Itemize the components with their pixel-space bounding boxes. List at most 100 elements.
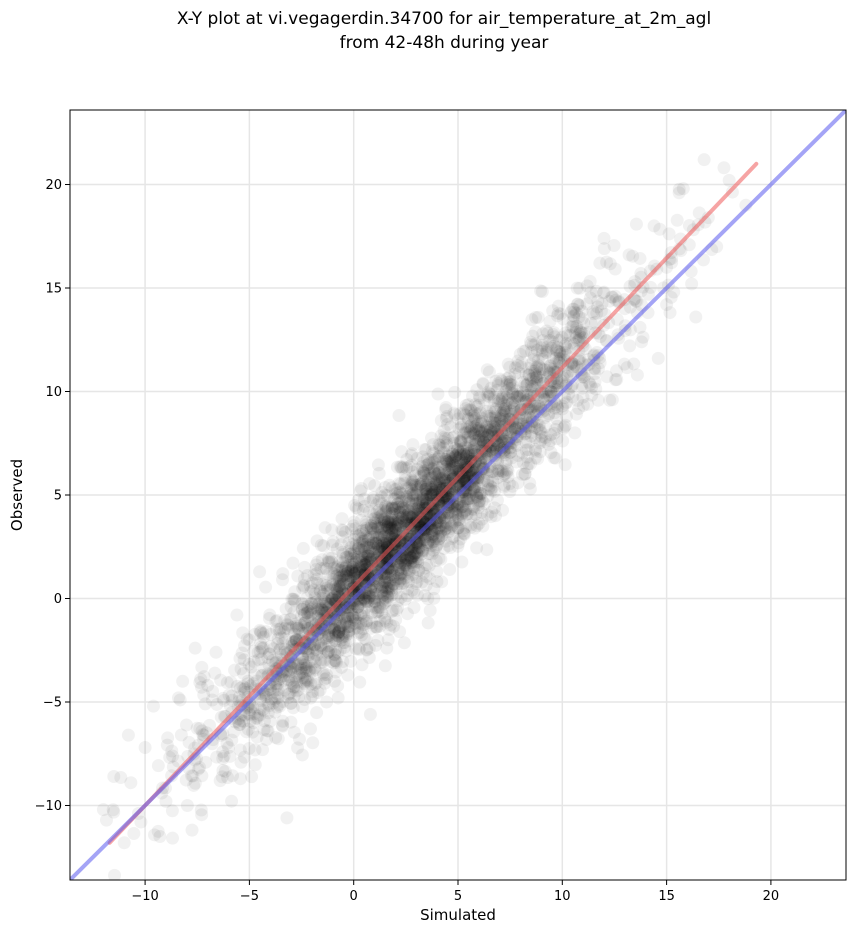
scatter-point — [362, 549, 376, 563]
scatter-point — [392, 476, 406, 490]
scatter-point — [473, 486, 487, 500]
scatter-point — [247, 655, 261, 669]
scatter-point — [124, 776, 138, 790]
scatter-point — [630, 368, 644, 382]
scatter-point — [231, 715, 245, 729]
scatter-point — [500, 387, 514, 401]
scatter-point — [528, 442, 542, 456]
scatter-point — [289, 680, 303, 694]
scatter-point — [330, 582, 344, 596]
scatter-point — [512, 389, 526, 403]
scatter-point — [356, 504, 370, 518]
scatter-point — [503, 378, 517, 392]
scatter-point — [555, 374, 569, 388]
scatter-point — [271, 677, 285, 691]
scatter-point — [532, 422, 546, 436]
scatter-point — [595, 297, 609, 311]
scatter-point — [318, 521, 332, 535]
scatter-point — [603, 257, 617, 271]
scatter-point — [415, 460, 429, 474]
scatter-point — [285, 674, 299, 688]
scatter-point — [555, 330, 569, 344]
scatter-point — [476, 434, 490, 448]
scatter-point — [436, 520, 450, 534]
scatter-point — [416, 487, 430, 501]
scatter-point — [380, 531, 394, 545]
scatter-point — [326, 567, 340, 581]
scatter-point — [527, 353, 541, 367]
scatter-point — [301, 610, 315, 624]
scatter-point — [318, 599, 332, 613]
scatter-point — [331, 626, 345, 640]
scatter-point — [335, 545, 349, 559]
scatter-point — [554, 307, 568, 321]
scatter-point — [335, 512, 349, 526]
scatter-point — [347, 519, 361, 533]
scatter-point — [488, 501, 502, 515]
scatter-point — [372, 600, 386, 614]
scatter-point — [316, 666, 330, 680]
scatter-point — [338, 617, 352, 631]
scatter-point — [629, 294, 643, 308]
scatter-point — [445, 463, 459, 477]
scatter-point — [378, 574, 392, 588]
scatter-point — [376, 530, 390, 544]
scatter-point — [572, 333, 586, 347]
scatter-point — [419, 474, 433, 488]
scatter-point — [526, 380, 540, 394]
scatter-point — [331, 645, 345, 659]
scatter-point — [572, 310, 586, 324]
scatter-point — [487, 401, 501, 415]
scatter-point — [515, 467, 529, 481]
scatter-point — [495, 374, 509, 388]
scatter-point — [380, 581, 394, 595]
scatter-point — [445, 473, 459, 487]
scatter-point — [653, 222, 667, 236]
scatter-point — [329, 643, 343, 657]
scatter-point — [431, 530, 445, 544]
scatter-point — [427, 461, 441, 475]
scatter-point — [429, 539, 443, 553]
scatter-point — [371, 511, 385, 525]
scatter-point — [411, 541, 425, 555]
scatter-point — [272, 683, 286, 697]
scatter-point — [241, 677, 255, 691]
scatter-point — [429, 475, 443, 489]
scatter-point — [435, 472, 449, 486]
scatter-point — [551, 340, 565, 354]
scatter-point — [493, 413, 507, 427]
scatter-point — [284, 600, 298, 614]
scatter-point — [321, 583, 335, 597]
scatter-point — [306, 652, 320, 666]
scatter-point — [359, 515, 373, 529]
scatter-point — [472, 389, 486, 403]
scatter-point — [361, 530, 375, 544]
scatter-point — [472, 424, 486, 438]
scatter-point — [531, 452, 545, 466]
scatter-point — [233, 743, 247, 757]
scatter-point — [359, 632, 373, 646]
scatter-point — [361, 591, 375, 605]
scatter-point — [433, 519, 447, 533]
scatter-point — [273, 625, 287, 639]
scatter-point — [351, 600, 365, 614]
scatter-point — [277, 625, 291, 639]
scatter-point — [528, 399, 542, 413]
scatter-point — [327, 623, 341, 637]
scatter-point — [488, 405, 502, 419]
scatter-point — [346, 610, 360, 624]
scatter-point — [414, 477, 428, 491]
scatter-point — [407, 486, 421, 500]
scatter-point — [375, 521, 389, 535]
scatter-point — [295, 748, 309, 762]
scatter-point — [581, 397, 595, 411]
scatter-point — [553, 348, 567, 362]
x-tick-label: −5 — [240, 889, 259, 904]
scatter-point — [327, 674, 341, 688]
scatter-point — [187, 778, 201, 792]
scatter-point — [662, 227, 676, 241]
scatter-point — [456, 442, 470, 456]
scatter-point — [332, 579, 346, 593]
scatter-point — [347, 567, 361, 581]
scatter-point — [524, 337, 538, 351]
